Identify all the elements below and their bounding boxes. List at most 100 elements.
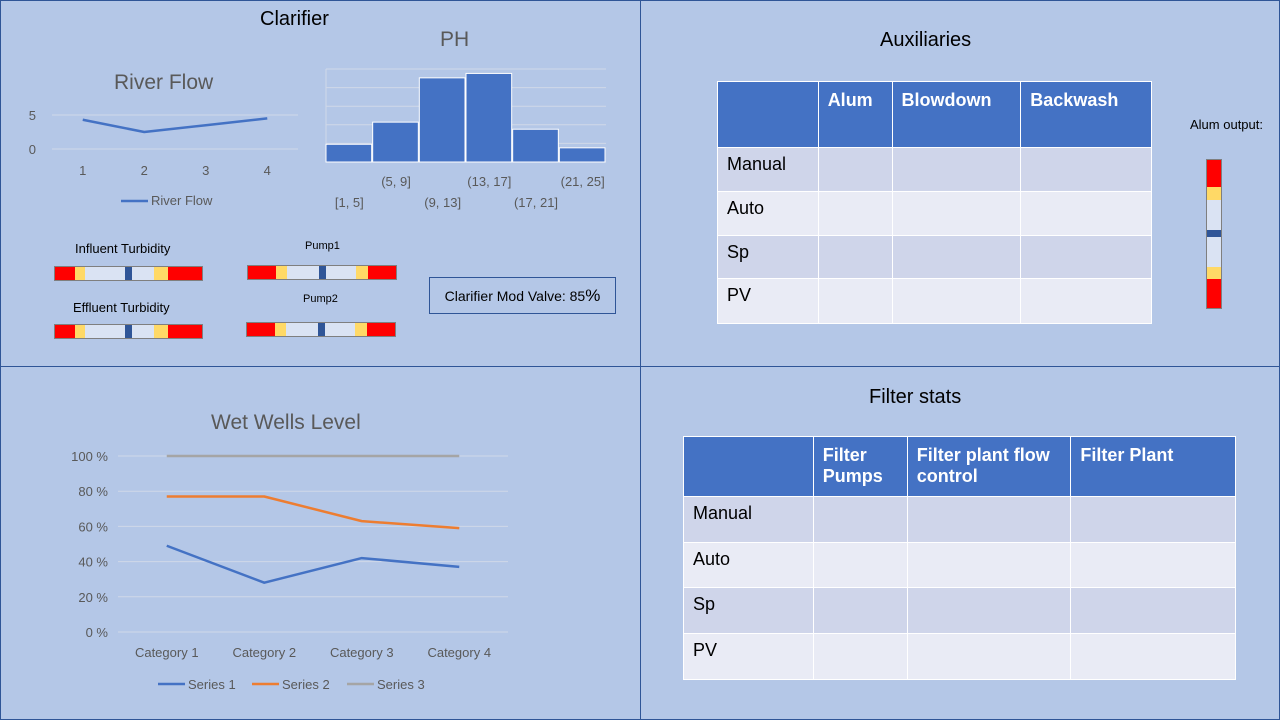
x-tick-label: (13, 17] xyxy=(467,174,511,189)
header-cell-filter-pumps: Filter Pumps xyxy=(812,436,908,497)
table-cell[interactable] xyxy=(906,587,1072,634)
legend-label-series-1: Series 1 xyxy=(188,677,236,692)
auxiliaries-title: Auxiliaries xyxy=(880,29,972,51)
header-cell-backwash: Backwash xyxy=(1020,81,1152,148)
table-cell[interactable] xyxy=(812,542,908,588)
table-cell[interactable] xyxy=(1070,542,1236,588)
table-row: Sp xyxy=(717,235,1152,279)
effluent-turbidity-label: Effluent Turbidity xyxy=(73,300,170,315)
row-label-sp: Sp xyxy=(717,235,819,279)
y-tick-label: 0 xyxy=(29,142,36,157)
y-tick-label: 20 % xyxy=(78,590,108,605)
x-tick-label: 4 xyxy=(264,163,271,178)
header-cell-filter-plant: Filter Plant xyxy=(1070,436,1236,497)
y-tick-label: 40 % xyxy=(78,555,108,570)
x-tick-label: Category 3 xyxy=(330,645,394,660)
histogram-bar xyxy=(418,77,466,163)
table-row: Manual xyxy=(683,496,1236,543)
table-cell[interactable] xyxy=(817,147,893,192)
row-label-pv: PV xyxy=(683,633,814,680)
table-cell[interactable] xyxy=(906,633,1072,680)
row-label-manual: Manual xyxy=(717,147,819,192)
row-label-sp: Sp xyxy=(683,587,814,634)
table-row: Auto xyxy=(717,191,1152,236)
x-tick-label: Category 1 xyxy=(135,645,199,660)
series-line-2 xyxy=(166,495,460,530)
legend-label-series-3: Series 3 xyxy=(377,677,425,692)
influent-turbidity-label: Influent Turbidity xyxy=(75,241,171,256)
wet-wells-panel xyxy=(0,366,641,720)
ph-chart-title: PH xyxy=(440,28,470,51)
valve-label: Clarifier Mod Valve: 85 xyxy=(444,287,586,304)
table-cell[interactable] xyxy=(1070,587,1236,634)
y-tick-label: 60 % xyxy=(78,519,108,534)
wet-wells-chart: 100 % 80 % 60 % 40 % 20 % 0 % Category 1 Catego… xyxy=(71,449,508,692)
header-cell-blowdown: Blowdown xyxy=(891,81,1022,148)
pump1-indicator xyxy=(247,265,397,280)
table-cell[interactable] xyxy=(891,278,1022,324)
table-cell[interactable] xyxy=(1070,496,1236,543)
table-cell[interactable] xyxy=(817,278,893,324)
series-line-river-flow xyxy=(82,117,268,134)
histogram-bar xyxy=(558,147,606,163)
x-tick-label: Category 2 xyxy=(232,645,296,660)
series-line-1 xyxy=(166,544,460,584)
x-tick-label: (5, 9] xyxy=(381,174,411,189)
pump2-label: Pump2 xyxy=(303,293,338,305)
row-label-pv: PV xyxy=(717,278,819,324)
table-cell[interactable] xyxy=(891,235,1022,279)
filter-stats-table: Filter Pumps Filter plant flow control F… xyxy=(683,436,1236,680)
pump1-label: Pump1 xyxy=(305,240,340,252)
table-cell[interactable] xyxy=(1020,191,1152,236)
river-flow-chart: 5 0 1 2 3 4 River Flow xyxy=(29,108,298,208)
table-cell[interactable] xyxy=(1020,278,1152,324)
x-tick-label: (21, 25] xyxy=(561,174,605,189)
histogram-bar xyxy=(465,72,513,163)
table-cell[interactable] xyxy=(891,191,1022,236)
x-tick-label: [1, 5] xyxy=(335,195,364,210)
y-tick-label: 5 xyxy=(29,108,36,123)
influent-turbidity-indicator xyxy=(54,266,203,281)
river-flow-chart-title: River Flow xyxy=(114,71,214,94)
table-row: Auto xyxy=(683,542,1236,588)
legend-label-series-2: Series 2 xyxy=(282,677,330,692)
pump2-indicator xyxy=(246,322,396,337)
table-row: PV xyxy=(683,633,1236,680)
table-cell[interactable] xyxy=(1020,235,1152,279)
table-cell[interactable] xyxy=(1070,633,1236,680)
legend-label-river-flow: River Flow xyxy=(151,193,213,208)
clarifier-title: Clarifier xyxy=(260,8,329,30)
header-cell-filter-plant-flow-control: Filter plant flow control xyxy=(906,436,1072,497)
x-tick-label: Category 4 xyxy=(427,645,491,660)
wet-wells-chart-title: Wet Wells Level xyxy=(211,411,361,434)
x-tick-label: (17, 21] xyxy=(514,195,558,210)
x-tick-label: 1 xyxy=(79,163,86,178)
effluent-turbidity-indicator xyxy=(54,324,203,339)
table-row: PV xyxy=(717,278,1152,324)
header-cell-blank xyxy=(683,436,814,497)
table-cell[interactable] xyxy=(906,542,1072,588)
table-cell[interactable] xyxy=(817,191,893,236)
ph-histogram: [1, 5] (5, 9] (9, 13] (13, 17](17, 21](21, … xyxy=(325,68,606,210)
table-cell[interactable] xyxy=(812,587,908,634)
table-cell[interactable] xyxy=(891,147,1022,192)
x-tick-label: (9, 13] xyxy=(424,195,461,210)
valve-percent-symbol: % xyxy=(585,285,601,305)
x-tick-label: 3 xyxy=(202,163,209,178)
table-header-row: Alum Blowdown Backwash xyxy=(717,81,1152,148)
y-tick-label: 80 % xyxy=(78,484,108,499)
header-cell-alum: Alum xyxy=(817,81,893,148)
row-label-auto: Auto xyxy=(683,542,814,588)
y-tick-label: 0 % xyxy=(86,625,109,640)
auxiliaries-table: Alum Blowdown Backwash Manual Auto Sp PV xyxy=(717,81,1152,324)
table-row: Sp xyxy=(683,587,1236,634)
filter-stats-title: Filter stats xyxy=(869,386,962,408)
table-cell[interactable] xyxy=(1020,147,1152,192)
table-cell[interactable] xyxy=(812,496,908,543)
table-cell[interactable] xyxy=(906,496,1072,543)
table-header-row: Filter Pumps Filter plant flow control F… xyxy=(683,436,1236,497)
table-cell[interactable] xyxy=(817,235,893,279)
row-label-manual: Manual xyxy=(683,496,814,543)
histogram-bar xyxy=(325,143,373,163)
table-cell[interactable] xyxy=(812,633,908,680)
